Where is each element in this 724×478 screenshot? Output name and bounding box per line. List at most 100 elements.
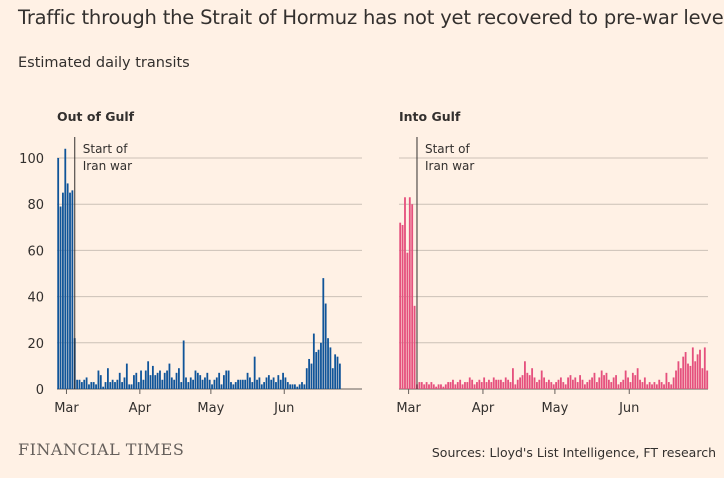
into-gulf-bar [600, 370, 603, 389]
into-gulf-bar [425, 382, 428, 389]
into-gulf-bar [663, 384, 665, 389]
into-gulf-bar [622, 379, 625, 389]
out-of-gulf-bar [322, 278, 325, 389]
into-gulf-bar [593, 372, 596, 389]
out-of-gulf-bar [121, 382, 123, 389]
into-gulf-bar [682, 356, 685, 389]
into-gulf-bar [643, 377, 646, 389]
into-gulf-bar [404, 197, 406, 389]
into-gulf-bar [564, 384, 567, 389]
into-gulf-bar [694, 361, 697, 389]
into-gulf-bar [689, 365, 692, 389]
y-tick-label-0: 0 [36, 383, 44, 398]
into-gulf-bar [576, 382, 579, 389]
into-gulf-bar [653, 382, 656, 389]
chart-title: Traffic through the Strait of Hormuz has… [18, 6, 724, 29]
out-of-gulf-bar [163, 372, 166, 389]
out-of-gulf-bar [62, 192, 64, 389]
out-of-gulf-bar [201, 379, 204, 389]
into-gulf-bar [583, 384, 586, 389]
out-of-gulf-bar [301, 382, 303, 389]
into-gulf-bar [675, 370, 677, 389]
out-of-gulf-bar [102, 386, 105, 389]
into-gulf-x-tick-label: Apr [472, 401, 495, 416]
into-gulf-bar [533, 377, 536, 389]
out-of-gulf-bar [296, 386, 299, 389]
into-gulf-bar [521, 375, 524, 389]
into-gulf-bar [586, 382, 589, 389]
out-of-gulf-bar [178, 368, 180, 389]
out-of-gulf-bar [204, 377, 206, 389]
into-gulf-bar [557, 379, 560, 389]
out-of-gulf-bar [267, 375, 270, 389]
into-gulf-bar [550, 382, 553, 389]
out-of-gulf-bar [76, 379, 79, 389]
out-of-gulf-bar [220, 384, 223, 389]
out-of-gulf-bar [215, 377, 218, 389]
out-of-gulf-bar [144, 370, 147, 389]
into-gulf-bar [684, 352, 687, 389]
into-gulf-bar [545, 382, 548, 389]
into-gulf-bar [581, 379, 584, 389]
into-gulf-bar [420, 382, 423, 389]
out-of-gulf-bar [251, 382, 254, 389]
out-of-gulf-bar [85, 377, 88, 389]
into-gulf-bar [574, 377, 577, 389]
into-gulf-bar [406, 252, 409, 389]
out-of-gulf-bar [260, 384, 263, 389]
out-of-gulf-bar [137, 382, 140, 389]
out-of-gulf-panel-title: Out of Gulf [57, 109, 135, 124]
into-gulf-bar [399, 222, 402, 389]
into-gulf-bar [579, 375, 581, 389]
into-gulf-bar [687, 363, 689, 389]
out-of-gulf-bar [249, 377, 251, 389]
out-of-gulf-bar [317, 349, 320, 389]
into-gulf-bar [646, 384, 649, 389]
into-gulf-annotation-line: Iran war [425, 159, 474, 173]
into-gulf-bar [495, 379, 498, 389]
out-of-gulf-bar [305, 368, 308, 389]
out-of-gulf-bar [123, 377, 126, 389]
out-of-gulf-bar [294, 384, 296, 389]
out-of-gulf-bar [324, 303, 327, 389]
into-gulf-bar [514, 384, 517, 389]
into-gulf-bar [468, 377, 471, 389]
source-note: Sources: Lloyd's List Intelligence, FT r… [431, 445, 716, 460]
out-of-gulf-bar [192, 379, 195, 389]
into-gulf-bar [677, 361, 680, 389]
into-gulf-bar [552, 384, 555, 389]
into-gulf-bar [449, 382, 452, 389]
out-of-gulf-bar [246, 372, 249, 389]
into-gulf-bar [447, 382, 450, 389]
into-gulf-bar [665, 372, 668, 389]
out-of-gulf-bar [59, 206, 62, 389]
into-gulf-bar [670, 384, 673, 389]
into-gulf-bar [466, 382, 469, 389]
out-of-gulf-bar [95, 384, 97, 389]
out-of-gulf-bar [329, 347, 332, 389]
out-of-gulf-bar [237, 379, 239, 389]
into-gulf-bar [444, 384, 447, 389]
into-gulf-bar [639, 379, 641, 389]
into-gulf-bar [624, 370, 627, 389]
out-of-gulf-bar [149, 375, 152, 389]
y-tick-label-100: 100 [19, 152, 44, 167]
y-tick-label-80: 80 [27, 198, 44, 213]
into-gulf-bar [413, 305, 416, 389]
into-gulf-bar [706, 370, 709, 389]
into-gulf-bar [591, 377, 593, 389]
into-gulf-bar [636, 368, 639, 389]
into-gulf-bar [555, 382, 558, 389]
out-of-gulf-bar [211, 384, 213, 389]
out-of-gulf-bar [320, 342, 322, 389]
into-gulf-bar [699, 349, 701, 389]
out-of-gulf-bar [161, 379, 164, 389]
into-gulf-bar [497, 379, 500, 389]
out-of-gulf-bar [239, 379, 242, 389]
into-gulf-x-tick-label: Mar [396, 401, 421, 416]
into-gulf-bar [641, 382, 644, 389]
out-of-gulf-bar [244, 379, 247, 389]
into-gulf-bar [605, 372, 608, 389]
into-gulf-bar [524, 361, 526, 389]
